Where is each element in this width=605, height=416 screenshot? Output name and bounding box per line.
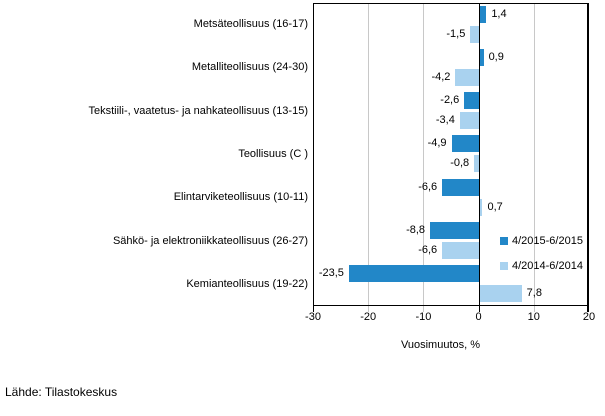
- category-label: Metalliteollisuus (24-30): [191, 61, 308, 74]
- x-tick-label: -20: [360, 311, 377, 323]
- value-label: 0,9: [488, 50, 504, 63]
- bar: [478, 5, 487, 23]
- category-label: Sähkö- ja elektroniikkateollisuus (26-27…: [112, 234, 308, 247]
- gridline: [368, 3, 369, 312]
- legend-item: 4/2015-6/2015: [500, 234, 583, 247]
- bar: [442, 178, 479, 196]
- value-label: -23,5: [318, 267, 344, 280]
- plot-border: [313, 3, 314, 312]
- bar: [478, 48, 484, 66]
- x-tick-label: 0: [475, 311, 482, 323]
- category-axis: Metsäteollisuus (16-17) Metalliteollisuus…: [0, 3, 309, 306]
- value-label: 7,8: [526, 287, 542, 300]
- category-label: Teollisuus (C ): [238, 147, 308, 160]
- bar: [470, 25, 479, 43]
- bar: [478, 285, 522, 303]
- legend-item: 4/2014-6/2014: [500, 259, 583, 272]
- legend-label: 4/2015-6/2015: [512, 234, 583, 247]
- plot-area: 4/2015-6/2015 4/2014-6/2014 1,4 0,9 -2,6 -4,…: [313, 3, 589, 312]
- category-label: Tekstiili-, vaatetus- ja nahkateollisuus…: [88, 104, 309, 117]
- source-text: Lähde: Tilastokeskus: [5, 385, 118, 399]
- value-label: 1,4: [491, 7, 507, 20]
- legend-swatch: [500, 236, 508, 245]
- bar: [430, 221, 479, 239]
- value-label: 0,7: [487, 200, 503, 213]
- bar: [455, 68, 479, 86]
- value-label: -0,8: [450, 157, 470, 170]
- x-axis-line: [313, 305, 589, 306]
- value-label: -8,8: [406, 223, 426, 236]
- bar: [474, 155, 479, 173]
- value-label: -6,6: [418, 180, 438, 193]
- plot-border: [313, 3, 589, 4]
- legend: 4/2015-6/2015 4/2014-6/2014: [500, 234, 583, 284]
- gridline: [534, 3, 535, 312]
- value-label: -6,6: [418, 243, 438, 256]
- value-label: -2,6: [440, 94, 460, 107]
- bar: [451, 135, 479, 153]
- x-tick-label: -30: [305, 311, 321, 323]
- value-label: -3,4: [435, 114, 455, 127]
- bar: [459, 112, 479, 130]
- gridline: [423, 3, 424, 312]
- value-label: -4,9: [427, 137, 447, 150]
- zero-line: [479, 3, 480, 312]
- bar: [348, 265, 479, 283]
- legend-swatch: [500, 261, 508, 270]
- value-label: -4,2: [431, 70, 451, 83]
- plot-border: [587, 3, 589, 312]
- legend-label: 4/2014-6/2014: [512, 259, 583, 272]
- x-tick-label: 10: [527, 311, 540, 323]
- bar: [478, 198, 483, 216]
- x-tick-label: 20: [582, 311, 596, 323]
- x-tick-label: -10: [415, 311, 432, 323]
- bar: [442, 241, 479, 259]
- x-axis-title: Vuosimuutos, %: [400, 339, 481, 351]
- value-label: -1,5: [446, 27, 466, 40]
- category-label: Kemianteollisuus (19-22): [186, 277, 308, 290]
- bar: [464, 92, 479, 110]
- category-label: Metsäteollisuus (16-17): [193, 18, 308, 31]
- category-label: Elintarviketeollisuus (10-11): [173, 191, 308, 204]
